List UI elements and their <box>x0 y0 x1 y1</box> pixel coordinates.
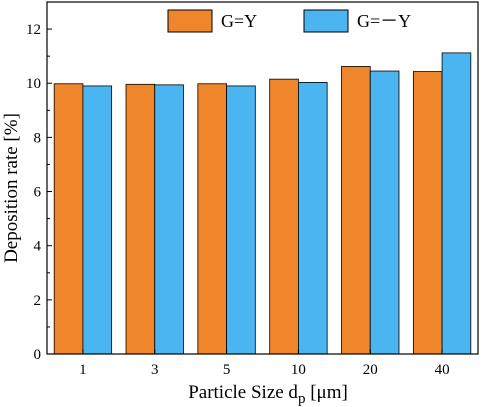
y-tick-label: 4 <box>34 239 42 255</box>
y-tick-label: 12 <box>26 22 41 38</box>
x-axis-label-main: Particle Size d <box>188 382 298 403</box>
y-tick-label: 10 <box>26 76 41 92</box>
bar-g-equals-minus-y-20 <box>369 70 400 355</box>
y-tick-label: 6 <box>34 185 42 201</box>
bar-g-equals-minus-y-40 <box>441 52 472 355</box>
legend: G=Y G=－Y <box>167 9 411 33</box>
bar-g-equals-y-1 <box>53 83 84 355</box>
bar-g-equals-y-10 <box>269 78 299 355</box>
y-tick-label: 0 <box>34 347 42 363</box>
legend-label-g-equals-y: G=Y <box>221 11 257 31</box>
x-tick-label: 3 <box>151 362 159 378</box>
bar-g-equals-minus-y-1 <box>82 85 113 355</box>
legend-swatch-g-equals-minus-y <box>303 9 349 33</box>
plot-frame <box>46 1 479 355</box>
x-axis-label: Particle Size dp [μm] <box>188 382 348 407</box>
x-axis-label-subscript: p <box>298 391 306 407</box>
x-tick-label: 40 <box>435 362 450 378</box>
bar-g-equals-y-5 <box>197 83 227 355</box>
x-axis-label-unit: [μm] <box>305 382 347 403</box>
bar-g-equals-minus-y-3 <box>154 84 184 355</box>
x-tick-label: 10 <box>291 362 306 378</box>
x-tick-label: 5 <box>223 362 231 378</box>
bar-g-equals-y-20 <box>341 66 371 355</box>
axes-layer: 1 3 5 10 20 40 0 2 4 6 8 10 12 <box>26 1 479 378</box>
bar-g-equals-minus-y-5 <box>226 85 256 355</box>
bar-g-equals-y-3 <box>125 83 156 355</box>
x-tick-label: 1 <box>79 362 87 378</box>
y-axis-label: Deposition rate [%] <box>1 113 22 263</box>
bars-layer <box>53 52 472 355</box>
bar-g-equals-minus-y-10 <box>298 82 328 355</box>
y-tick-label: 2 <box>34 293 42 309</box>
y-tick-label: 8 <box>34 130 42 146</box>
legend-swatch-g-equals-y <box>167 9 213 33</box>
bar-g-equals-y-40 <box>412 71 443 355</box>
legend-label-g-equals-minus-y: G=－Y <box>357 11 411 31</box>
x-tick-label: 20 <box>363 362 378 378</box>
